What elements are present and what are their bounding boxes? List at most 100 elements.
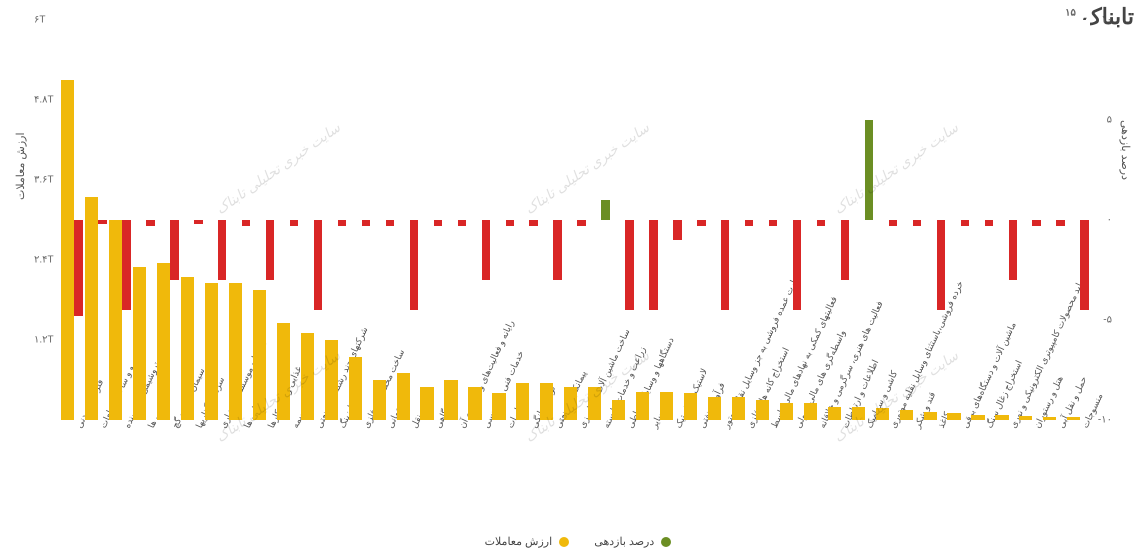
volume-bar xyxy=(876,408,889,420)
return-bar xyxy=(721,220,729,310)
return-bar xyxy=(961,220,969,226)
return-bar xyxy=(218,220,226,280)
category-slot: دستگاهها و وسایل ارتباطی xyxy=(611,20,635,420)
volume-bar xyxy=(995,415,1008,420)
volume-bar xyxy=(804,403,817,420)
volume-bar xyxy=(1019,416,1032,420)
ytick-right: -۱۰ xyxy=(1098,415,1112,426)
volume-bar xyxy=(971,415,984,420)
volume-bar xyxy=(109,220,122,420)
category-slot: شرکتهای چند رشته ای صنعتی xyxy=(300,20,324,420)
y-axis-left-title: ارزش معاملات xyxy=(14,132,27,200)
volume-bar xyxy=(492,393,505,420)
category-slot: ماشین آلات و دستگاه‌های برقی xyxy=(946,20,970,420)
volume-bar xyxy=(205,283,218,420)
return-bar xyxy=(146,220,154,226)
return-bar xyxy=(410,220,418,310)
volume-bar xyxy=(852,407,865,420)
return-bar xyxy=(482,220,490,280)
ytick-right: ۵ xyxy=(1107,115,1112,126)
category-slot: مخابرات xyxy=(491,20,515,420)
category-slot: ساختمانی xyxy=(371,20,395,420)
return-bar xyxy=(841,220,849,280)
category-slot: ساخت محصولات فلزی xyxy=(347,20,371,420)
category-slot: پتروشیمی + شوینده xyxy=(108,20,132,420)
volume-bar xyxy=(1067,417,1080,420)
volume-bar xyxy=(1043,417,1056,420)
return-bar xyxy=(673,220,681,240)
category-slot: فعالیت های هنری، سرگرمی و خلاقانه xyxy=(803,20,827,420)
return-bar xyxy=(170,220,178,280)
volume-bar xyxy=(900,410,913,420)
volume-bar xyxy=(397,373,410,420)
legend-volume-swatch xyxy=(559,537,569,547)
volume-bar xyxy=(828,407,841,420)
category-slot: سرمایه گذاریها xyxy=(180,20,204,420)
volume-bar xyxy=(373,380,386,420)
return-bar xyxy=(817,220,825,226)
return-bar xyxy=(529,220,537,226)
return-bar xyxy=(553,220,561,280)
return-bar xyxy=(697,220,705,226)
return-bar xyxy=(865,120,873,220)
volume-bar xyxy=(349,357,362,420)
volume-bar xyxy=(564,387,577,420)
return-bar xyxy=(577,220,585,226)
return-bar xyxy=(122,220,130,310)
return-bar xyxy=(913,220,921,226)
return-bar xyxy=(506,220,514,226)
volume-bar xyxy=(947,413,960,420)
y-axis-right-title: درصد بازدهی xyxy=(1119,120,1132,180)
category-slot: زراعت و خدمات وابسته xyxy=(587,20,611,420)
return-bar xyxy=(434,220,442,226)
volume-bar xyxy=(420,387,433,420)
return-bar xyxy=(1009,220,1017,280)
category-slot: لاستیک و پلاستیک xyxy=(659,20,683,420)
ytick-right: ۱۰ xyxy=(1101,15,1112,26)
category-slot: فلزی و معدنی xyxy=(60,20,84,420)
ytick-left: ۶T xyxy=(34,15,45,26)
category-slot: هتل و رستوران xyxy=(1018,20,1042,420)
volume-bar xyxy=(229,283,242,420)
category-slot: لیزینگ xyxy=(323,20,347,420)
category-slot: تولید محصولات کامپیوتری الکترونیکی و نور… xyxy=(994,20,1018,420)
legend: درصد بازدهی ارزش معاملات xyxy=(0,535,1142,548)
ytick-left: ۳.۶T xyxy=(34,175,54,186)
return-bar xyxy=(1032,220,1040,226)
category-slot: خودرو و ساخت قطعات xyxy=(84,20,108,420)
volume-bar xyxy=(468,387,481,420)
return-bar xyxy=(625,220,633,310)
category-slot: کاغذ xyxy=(922,20,946,420)
category-slot: نیروگاهی xyxy=(419,20,443,420)
category-slot: حمل و نقل xyxy=(395,20,419,420)
return-bar xyxy=(314,220,322,310)
volume-bar xyxy=(61,80,74,420)
category-slot: منسوجات xyxy=(1066,20,1090,420)
category-slot: دارویی ها xyxy=(132,20,156,420)
category-slot: فعالیتهای کمکی به نهادهای مالی واسط xyxy=(755,20,779,420)
plot-area: فلزی و معدنیخودرو و ساخت قطعاتپتروشیمی +… xyxy=(60,20,1090,420)
return-bar xyxy=(889,220,897,226)
volume-bar xyxy=(924,412,937,420)
category-slot: حمل و نقل آبی xyxy=(1042,20,1066,420)
category-slot: لوازم خانگی xyxy=(515,20,539,420)
legend-return-label: درصد بازدهی xyxy=(594,536,654,548)
volume-bar xyxy=(588,387,601,420)
bars-container: فلزی و معدنیخودرو و ساخت قطعاتپتروشیمی +… xyxy=(60,20,1090,420)
chart-frame: { "site": { "logo_text": "تابناک", "logo… xyxy=(0,0,1142,556)
volume-bar xyxy=(780,403,793,420)
volume-bar xyxy=(133,267,146,420)
volume-bar xyxy=(277,323,290,420)
category-slot: ساخت ماشین آلات کشاورزی xyxy=(563,20,587,420)
volume-bar xyxy=(157,263,170,420)
volume-bar xyxy=(444,380,457,420)
volume-bar xyxy=(612,400,625,420)
category-slot: اطلاعات و ارتباطات xyxy=(827,20,851,420)
category-slot: فرآورده نفتی xyxy=(683,20,707,420)
return-bar xyxy=(1080,220,1088,310)
volume-bar xyxy=(85,197,98,420)
category-slot: خدمات فنی و مهندسی xyxy=(467,20,491,420)
return-bar xyxy=(985,220,993,226)
legend-volume-label: ارزش معاملات xyxy=(485,536,553,548)
return-bar xyxy=(601,200,609,220)
